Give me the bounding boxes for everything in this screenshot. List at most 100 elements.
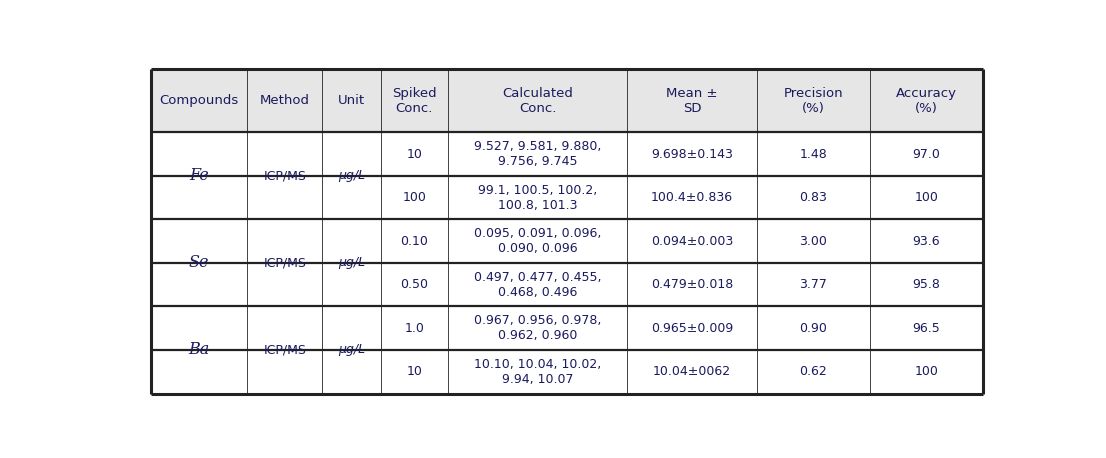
Text: 0.83: 0.83 <box>800 191 827 204</box>
Bar <box>152 306 248 350</box>
Bar <box>869 350 982 393</box>
Text: ICP/MS: ICP/MS <box>263 256 306 269</box>
Text: 10: 10 <box>406 147 422 161</box>
Bar <box>380 263 448 306</box>
Bar <box>869 219 982 263</box>
Bar <box>757 219 869 263</box>
Text: 1.0: 1.0 <box>405 322 425 335</box>
Bar <box>448 176 627 219</box>
Text: Accuracy
(%): Accuracy (%) <box>896 87 957 114</box>
Bar <box>627 263 757 306</box>
Bar <box>869 263 982 306</box>
Bar <box>627 219 757 263</box>
Bar <box>380 69 448 132</box>
Bar <box>448 350 627 393</box>
Text: 100: 100 <box>915 191 938 204</box>
Text: Compounds: Compounds <box>159 94 239 107</box>
Bar <box>869 132 982 176</box>
Bar <box>627 350 757 393</box>
Bar <box>627 306 757 350</box>
Bar <box>323 306 380 350</box>
Bar <box>152 69 248 132</box>
Text: 0.965±0.009: 0.965±0.009 <box>651 322 733 335</box>
Text: 97.0: 97.0 <box>912 147 940 161</box>
Text: 0.094±0.003: 0.094±0.003 <box>651 234 733 248</box>
Bar <box>869 176 982 219</box>
Bar <box>627 69 757 132</box>
Bar <box>323 132 380 176</box>
Bar <box>152 132 248 176</box>
Bar <box>380 350 448 393</box>
Text: Unit: Unit <box>338 94 365 107</box>
Bar <box>323 219 380 263</box>
Bar <box>323 69 380 132</box>
Bar <box>869 306 982 350</box>
Text: μg/L: μg/L <box>338 344 365 356</box>
Bar <box>627 132 757 176</box>
Bar <box>757 263 869 306</box>
Text: Mean ±
SD: Mean ± SD <box>667 87 718 114</box>
Text: μg/L: μg/L <box>338 169 365 182</box>
Text: ICP/MS: ICP/MS <box>263 344 306 356</box>
Text: 96.5: 96.5 <box>912 322 940 335</box>
Bar <box>248 132 323 176</box>
Bar <box>248 350 323 393</box>
Text: 0.479±0.018: 0.479±0.018 <box>651 278 733 291</box>
Text: 3.77: 3.77 <box>800 278 827 291</box>
Bar <box>152 219 248 263</box>
Text: 100.4±0.836: 100.4±0.836 <box>651 191 733 204</box>
Bar <box>323 350 380 393</box>
Bar <box>248 263 323 306</box>
Text: Se: Se <box>189 255 209 272</box>
Bar <box>380 132 448 176</box>
Bar <box>757 306 869 350</box>
Bar <box>869 69 982 132</box>
Bar <box>323 176 380 219</box>
Bar <box>380 176 448 219</box>
Bar <box>448 219 627 263</box>
Text: Method: Method <box>260 94 310 107</box>
Text: 99.1, 100.5, 100.2,
100.8, 101.3: 99.1, 100.5, 100.2, 100.8, 101.3 <box>478 184 597 212</box>
Text: 10.10, 10.04, 10.02,
9.94, 10.07: 10.10, 10.04, 10.02, 9.94, 10.07 <box>474 358 602 386</box>
Text: 1.48: 1.48 <box>800 147 827 161</box>
Bar <box>323 263 380 306</box>
Text: 100: 100 <box>915 365 938 378</box>
Text: 9.698±0.143: 9.698±0.143 <box>651 147 733 161</box>
Text: Fe: Fe <box>189 167 209 185</box>
Bar <box>248 219 323 263</box>
Text: 95.8: 95.8 <box>912 278 940 291</box>
Text: 0.967, 0.956, 0.978,
0.962, 0.960: 0.967, 0.956, 0.978, 0.962, 0.960 <box>473 314 602 342</box>
Bar <box>152 176 248 219</box>
Bar <box>448 69 627 132</box>
Text: 93.6: 93.6 <box>912 234 940 248</box>
Text: 0.497, 0.477, 0.455,
0.468, 0.496: 0.497, 0.477, 0.455, 0.468, 0.496 <box>473 271 602 299</box>
Text: 0.62: 0.62 <box>800 365 827 378</box>
Bar <box>380 219 448 263</box>
Bar <box>757 132 869 176</box>
Bar <box>757 176 869 219</box>
Text: Ba: Ba <box>188 342 210 359</box>
Text: 10.04±0062: 10.04±0062 <box>654 365 731 378</box>
Text: 0.10: 0.10 <box>400 234 428 248</box>
Bar <box>627 176 757 219</box>
Text: 0.095, 0.091, 0.096,
0.090, 0.096: 0.095, 0.091, 0.096, 0.090, 0.096 <box>473 227 602 255</box>
Bar <box>248 69 323 132</box>
Bar <box>448 306 627 350</box>
Bar <box>248 176 323 219</box>
Text: 0.90: 0.90 <box>800 322 827 335</box>
Text: 100: 100 <box>403 191 426 204</box>
Bar <box>757 69 869 132</box>
Bar <box>757 350 869 393</box>
Text: Calculated
Conc.: Calculated Conc. <box>502 87 573 114</box>
Text: 10: 10 <box>406 365 422 378</box>
Bar <box>248 306 323 350</box>
Bar <box>448 263 627 306</box>
Text: μg/L: μg/L <box>338 256 365 269</box>
Text: 9.527, 9.581, 9.880,
9.756, 9.745: 9.527, 9.581, 9.880, 9.756, 9.745 <box>473 140 602 168</box>
Text: 0.50: 0.50 <box>400 278 428 291</box>
Bar <box>380 306 448 350</box>
Text: Spiked
Conc.: Spiked Conc. <box>392 87 437 114</box>
Text: ICP/MS: ICP/MS <box>263 169 306 182</box>
Text: Precision
(%): Precision (%) <box>783 87 843 114</box>
Text: 3.00: 3.00 <box>800 234 827 248</box>
